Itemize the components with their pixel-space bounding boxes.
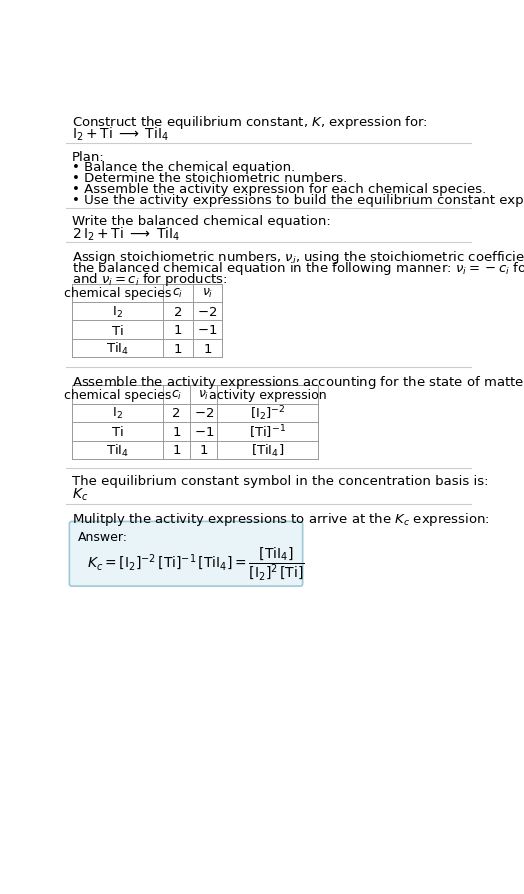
Text: • Use the activity expressions to build the equilibrium constant expression.: • Use the activity expressions to build …	[72, 193, 524, 207]
Text: Construct the equilibrium constant, $K$, expression for:: Construct the equilibrium constant, $K$,…	[72, 114, 428, 131]
Text: $[\mathrm{TiI_4}]$: $[\mathrm{TiI_4}]$	[251, 443, 285, 459]
Text: • Determine the stoichiometric numbers.: • Determine the stoichiometric numbers.	[72, 172, 347, 185]
Text: $c_i$: $c_i$	[172, 287, 183, 300]
Text: 1: 1	[172, 426, 181, 438]
Text: $\mathrm{I_2}$: $\mathrm{I_2}$	[112, 304, 123, 319]
Text: 2: 2	[172, 407, 181, 420]
Text: $\mathrm{Ti}$: $\mathrm{Ti}$	[111, 324, 124, 337]
Text: Assign stoichiometric numbers, $\nu_i$, using the stoichiometric coefficients, $: Assign stoichiometric numbers, $\nu_i$, …	[72, 249, 524, 266]
Text: $K_c = [\mathrm{I_2}]^{-2}\,[\mathrm{Ti}]^{-1}\,[\mathrm{TiI_4}] = \dfrac{[\math: $K_c = [\mathrm{I_2}]^{-2}\,[\mathrm{Ti}…	[87, 544, 305, 581]
Text: 1: 1	[200, 443, 208, 457]
Text: Answer:: Answer:	[78, 530, 128, 544]
Text: the balanced chemical equation in the following manner: $\nu_i = -c_i$ for react: the balanced chemical equation in the fo…	[72, 259, 524, 276]
Text: $K_c$: $K_c$	[72, 485, 88, 502]
Text: $-1$: $-1$	[194, 426, 214, 438]
Text: chemical species: chemical species	[64, 389, 171, 401]
Text: $\mathrm{Ti}$: $\mathrm{Ti}$	[111, 425, 124, 439]
Text: • Balance the chemical equation.: • Balance the chemical equation.	[72, 161, 295, 174]
Text: Plan:: Plan:	[72, 150, 104, 164]
Text: $\mathrm{2\, I_2 + Ti \;\longrightarrow\; TiI_4}$: $\mathrm{2\, I_2 + Ti \;\longrightarrow\…	[72, 225, 180, 243]
Text: • Assemble the activity expression for each chemical species.: • Assemble the activity expression for e…	[72, 182, 486, 196]
Text: 1: 1	[172, 443, 181, 457]
Text: The equilibrium constant symbol in the concentration basis is:: The equilibrium constant symbol in the c…	[72, 475, 488, 488]
Text: chemical species: chemical species	[64, 287, 171, 299]
Text: Mulitply the activity expressions to arrive at the $K_c$ expression:: Mulitply the activity expressions to arr…	[72, 510, 489, 527]
Text: $-2$: $-2$	[194, 407, 214, 420]
Text: 1: 1	[173, 342, 182, 355]
Text: 2: 2	[173, 306, 182, 318]
Text: $-1$: $-1$	[197, 324, 217, 337]
Text: and $\nu_i = c_i$ for products:: and $\nu_i = c_i$ for products:	[72, 270, 227, 287]
Text: 1: 1	[173, 324, 182, 337]
FancyBboxPatch shape	[69, 522, 303, 586]
Text: $\nu_i$: $\nu_i$	[198, 388, 210, 401]
Text: $\mathrm{I_2 + Ti \;\longrightarrow\; TiI_4}$: $\mathrm{I_2 + Ti \;\longrightarrow\; Ti…	[72, 126, 169, 143]
Text: $c_i$: $c_i$	[171, 388, 182, 401]
Text: 1: 1	[203, 342, 212, 355]
Text: $\nu_i$: $\nu_i$	[202, 287, 213, 300]
Text: $\mathrm{TiI_4}$: $\mathrm{TiI_4}$	[106, 443, 129, 459]
Text: $[\mathrm{I_2}]^{-2}$: $[\mathrm{I_2}]^{-2}$	[250, 404, 286, 423]
Text: $-2$: $-2$	[197, 306, 217, 318]
Text: Write the balanced chemical equation:: Write the balanced chemical equation:	[72, 215, 331, 228]
Text: $\mathrm{I_2}$: $\mathrm{I_2}$	[112, 406, 123, 421]
Text: $\mathrm{TiI_4}$: $\mathrm{TiI_4}$	[106, 341, 129, 357]
Text: Assemble the activity expressions accounting for the state of matter and $\nu_i$: Assemble the activity expressions accoun…	[72, 374, 524, 391]
Text: $[\mathrm{Ti}]^{-1}$: $[\mathrm{Ti}]^{-1}$	[249, 423, 286, 441]
Text: activity expression: activity expression	[209, 389, 326, 401]
